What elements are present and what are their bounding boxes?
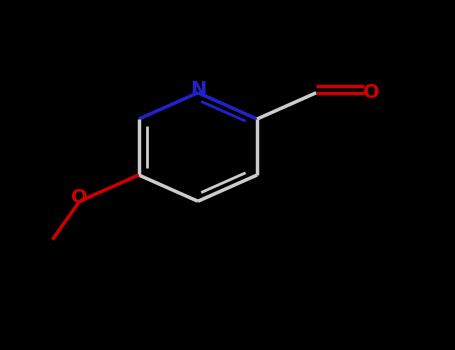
Text: N: N — [190, 80, 206, 99]
Text: O: O — [363, 83, 379, 102]
Text: O: O — [71, 188, 88, 207]
